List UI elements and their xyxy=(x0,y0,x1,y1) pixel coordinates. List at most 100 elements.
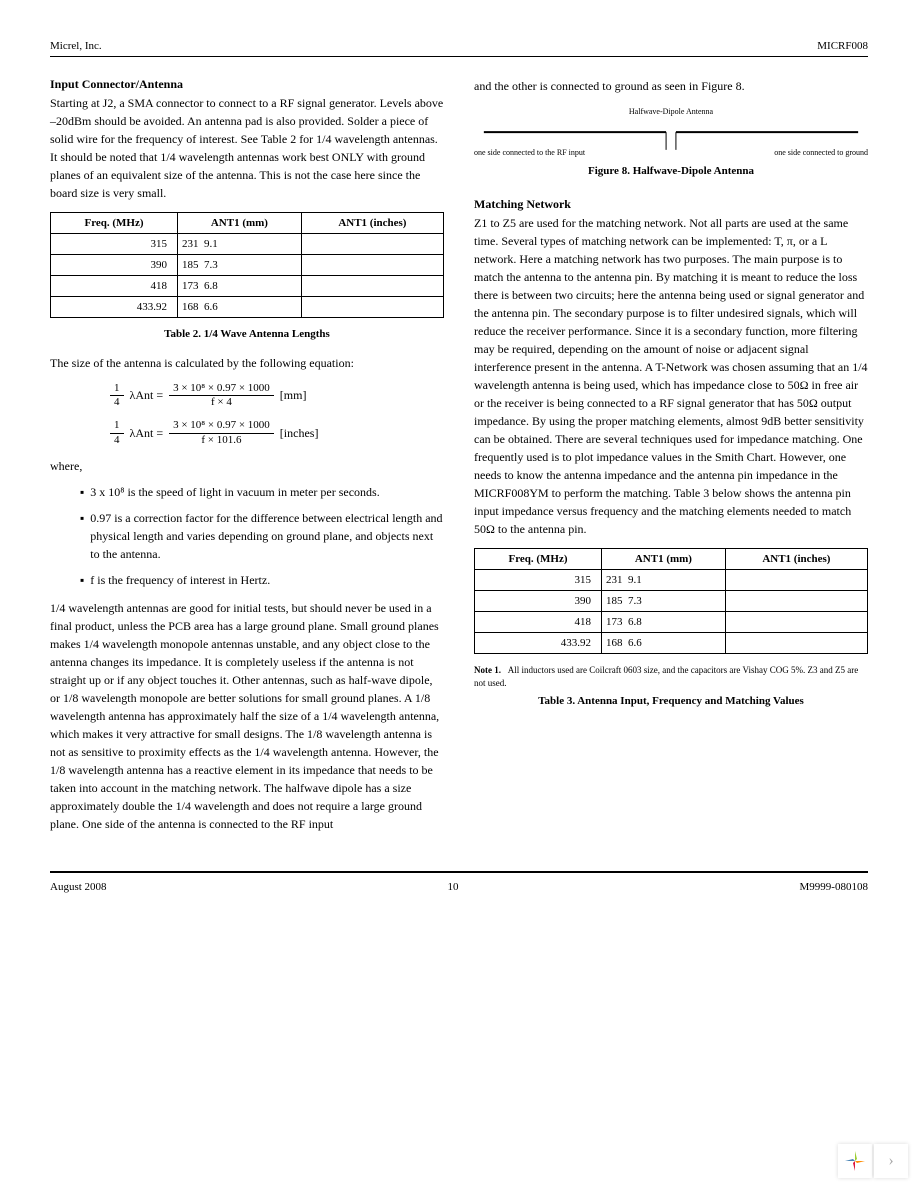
col-header-freq: Freq. (MHz) xyxy=(475,549,602,570)
left-column: Input Connector/Antenna Starting at J2, … xyxy=(50,77,444,841)
cell-empty xyxy=(301,255,443,276)
table-3-caption: Table 3. Antenna Input, Frequency and Ma… xyxy=(474,695,868,707)
note-label: Note 1. xyxy=(474,665,501,675)
cell-mm: 231 xyxy=(606,574,623,586)
footer-page: 10 xyxy=(448,881,459,893)
lambda-ant: λAnt = xyxy=(130,388,164,402)
cell-empty xyxy=(301,234,443,255)
equation-block: 1 4 λAnt = 3 × 10⁸ × 0.97 × 1000 f × 4 [… xyxy=(110,382,444,447)
right-column: and the other is connected to ground as … xyxy=(474,77,868,841)
bullet-icon: ▪ xyxy=(80,483,84,501)
bullet-text: 0.97 is a correction factor for the diff… xyxy=(90,509,444,563)
dipole-title: Halfwave-Dipole Antenna xyxy=(474,107,868,116)
cell-mm: 231 xyxy=(182,238,199,250)
input-connector-body: Starting at J2, a SMA connector to conne… xyxy=(50,94,444,202)
cell-mm: 173 xyxy=(606,616,623,628)
eq1-unit: [mm] xyxy=(280,388,307,402)
bullet-list: ▪ 3 x 10⁸ is the speed of light in vacuum… xyxy=(80,483,444,589)
table-row: Freq. (MHz) ANT1 (mm) ANT1 (inches) xyxy=(475,549,868,570)
cell-in: 9.1 xyxy=(628,574,642,586)
col-header-ant1-in: ANT1 (inches) xyxy=(301,213,443,234)
cell-in: 9.1 xyxy=(204,238,218,250)
cell-empty xyxy=(725,633,867,654)
footer-doc: M9999-080108 xyxy=(800,881,868,893)
table-row: 390 185 7.3 xyxy=(475,591,868,612)
equation-1: 1 4 λAnt = 3 × 10⁸ × 0.97 × 1000 f × 4 [… xyxy=(110,382,444,409)
table-row: 433.92 168 6.6 xyxy=(475,633,868,654)
table-row: 418 173 6.8 xyxy=(475,612,868,633)
bullet-text: 3 x 10⁸ is the speed of light in vacuum … xyxy=(90,483,379,501)
table-3: Freq. (MHz) ANT1 (mm) ANT1 (inches) 315 … xyxy=(474,548,868,654)
part-number: MICRF008 xyxy=(817,40,868,52)
figure-8-caption: Figure 8. Halfwave-Dipole Antenna xyxy=(474,165,868,177)
note-text: All inductors used are Coilcraft 0603 si… xyxy=(474,665,858,688)
cell-mm: 173 xyxy=(182,280,199,292)
bullet-text: f is the frequency of interest in Hertz. xyxy=(90,571,270,589)
col-header-ant1-in: ANT1 (inches) xyxy=(725,549,867,570)
cell-in: 6.8 xyxy=(204,280,218,292)
cell-mm: 168 xyxy=(182,301,199,313)
table-3-note: Note 1. All inductors used are Coilcraft… xyxy=(474,664,868,689)
cell-freq: 433.92 xyxy=(475,633,602,654)
cell-empty xyxy=(301,297,443,318)
matching-network-heading: Matching Network xyxy=(474,197,868,212)
page-header: Micrel, Inc. MICRF008 xyxy=(50,40,868,52)
cell-in: 6.6 xyxy=(628,637,642,649)
col-header-ant1-mm: ANT1 (mm) xyxy=(602,549,726,570)
list-item: ▪0.97 is a correction factor for the dif… xyxy=(80,509,444,563)
cell-freq: 418 xyxy=(51,276,178,297)
cell-mm: 185 xyxy=(182,259,199,271)
table-2-caption: Table 2. 1/4 Wave Antenna Lengths xyxy=(50,328,444,340)
matching-network-body: Z1 to Z5 are used for the matching netwo… xyxy=(474,214,868,538)
cell-freq: 433.92 xyxy=(51,297,178,318)
eq1-fraction: 3 × 10⁸ × 0.97 × 1000 f × 4 xyxy=(169,382,274,409)
content-columns: Input Connector/Antenna Starting at J2, … xyxy=(50,77,868,841)
cell-in: 7.3 xyxy=(628,595,642,607)
cell-mm: 168 xyxy=(606,637,623,649)
cell-empty xyxy=(725,591,867,612)
bullet-icon: ▪ xyxy=(80,509,84,563)
footer-divider xyxy=(50,871,868,873)
cell-empty xyxy=(725,612,867,633)
table-row: 315 231 9.1 xyxy=(51,234,444,255)
list-item: ▪ 3 x 10⁸ is the speed of light in vacuum… xyxy=(80,483,444,501)
footer-date: August 2008 xyxy=(50,881,107,893)
table-2: Freq. (MHz) ANT1 (mm) ANT1 (inches) 315 … xyxy=(50,212,444,318)
table-row: 433.92 168 6.6 xyxy=(51,297,444,318)
figure-8-diagram: Halfwave-Dipole Antenna one side connect… xyxy=(474,107,868,157)
equation-2: 1 4 λAnt = 3 × 10⁸ × 0.97 × 1000 f × 101… xyxy=(110,419,444,446)
cell-in: 6.8 xyxy=(628,616,642,628)
table-row: Freq. (MHz) ANT1 (mm) ANT1 (inches) xyxy=(51,213,444,234)
list-item: ▪f is the frequency of interest in Hertz… xyxy=(80,571,444,589)
cell-empty xyxy=(301,276,443,297)
eq2-unit: [inches] xyxy=(280,426,319,440)
nav-widget: › xyxy=(838,1144,908,1178)
cell-freq: 315 xyxy=(51,234,178,255)
col-header-ant1-mm: ANT1 (mm) xyxy=(178,213,302,234)
eq2-fraction: 3 × 10⁸ × 0.97 × 1000 f × 101.6 xyxy=(169,419,274,446)
cell-in: 6.6 xyxy=(204,301,218,313)
cell-mm: 185 xyxy=(606,595,623,607)
page-footer: August 2008 10 M9999-080108 xyxy=(50,881,868,893)
cell-freq: 418 xyxy=(475,612,602,633)
header-divider xyxy=(50,56,868,57)
input-connector-heading: Input Connector/Antenna xyxy=(50,77,444,92)
dipole-left-label: one side connected to the RF input xyxy=(474,148,585,157)
where-label: where, xyxy=(50,457,444,475)
table-row: 418 173 6.8 xyxy=(51,276,444,297)
frac-quarter: 1 4 xyxy=(110,419,124,446)
calc-intro: The size of the antenna is calculated by… xyxy=(50,354,444,372)
lambda-ant: λAnt = xyxy=(130,426,164,440)
cell-freq: 390 xyxy=(51,255,178,276)
fig8-lead-in: and the other is connected to ground as … xyxy=(474,77,868,95)
quarter-wave-discussion: 1/4 wavelength antennas are good for ini… xyxy=(50,599,444,833)
table-row: 315 231 9.1 xyxy=(475,570,868,591)
frac-quarter: 1 4 xyxy=(110,382,124,409)
nav-next-button[interactable]: › xyxy=(874,1144,908,1178)
col-header-freq: Freq. (MHz) xyxy=(51,213,178,234)
cell-freq: 315 xyxy=(475,570,602,591)
cell-in: 7.3 xyxy=(204,259,218,271)
table-row: 390 185 7.3 xyxy=(51,255,444,276)
nav-logo-icon[interactable] xyxy=(838,1144,872,1178)
chevron-right-icon: › xyxy=(888,1152,893,1170)
